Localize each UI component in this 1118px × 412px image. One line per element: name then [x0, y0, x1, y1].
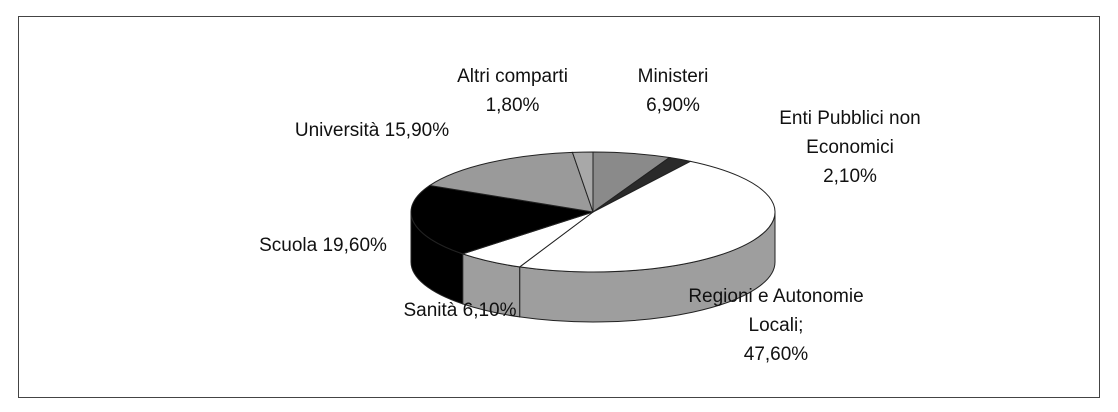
category-name: Ministeri [637, 66, 709, 87]
category-name: Sanità [403, 300, 458, 321]
slice [410, 184, 594, 255]
value-label: 19,60% [322, 235, 387, 256]
slice [428, 151, 594, 213]
slice-label: Ministeri 6,90% [613, 62, 733, 120]
category-name: Enti Pubblici non Economici [779, 108, 921, 158]
category-name: Altri comparti [457, 66, 568, 87]
slice [571, 151, 594, 213]
category-name: Regioni e Autonomie Locali; [688, 286, 864, 336]
value-label: 6,10% [462, 300, 517, 321]
slice-label: Altri comparti 1,80% [440, 62, 585, 120]
slice-label: Sanità 6,10% [380, 296, 540, 325]
slice-label: Enti Pubblici non Economici 2,10% [740, 104, 960, 191]
value-label: 47,60% [743, 344, 809, 365]
slice [518, 160, 776, 273]
slice-label: Scuola 19,60% [228, 231, 418, 260]
value-label: 6,90% [646, 95, 700, 116]
value-label: 1,80% [485, 95, 540, 116]
category-name: Università [294, 120, 380, 141]
value-label: 15,90% [384, 120, 450, 141]
category-name: Scuola [259, 235, 318, 256]
value-label: 2,10% [823, 166, 877, 187]
slice-label: Università 15,90% [252, 116, 492, 145]
slice-label: Regioni e Autonomie Locali; 47,60% [660, 282, 892, 369]
chart-frame [18, 16, 1100, 398]
